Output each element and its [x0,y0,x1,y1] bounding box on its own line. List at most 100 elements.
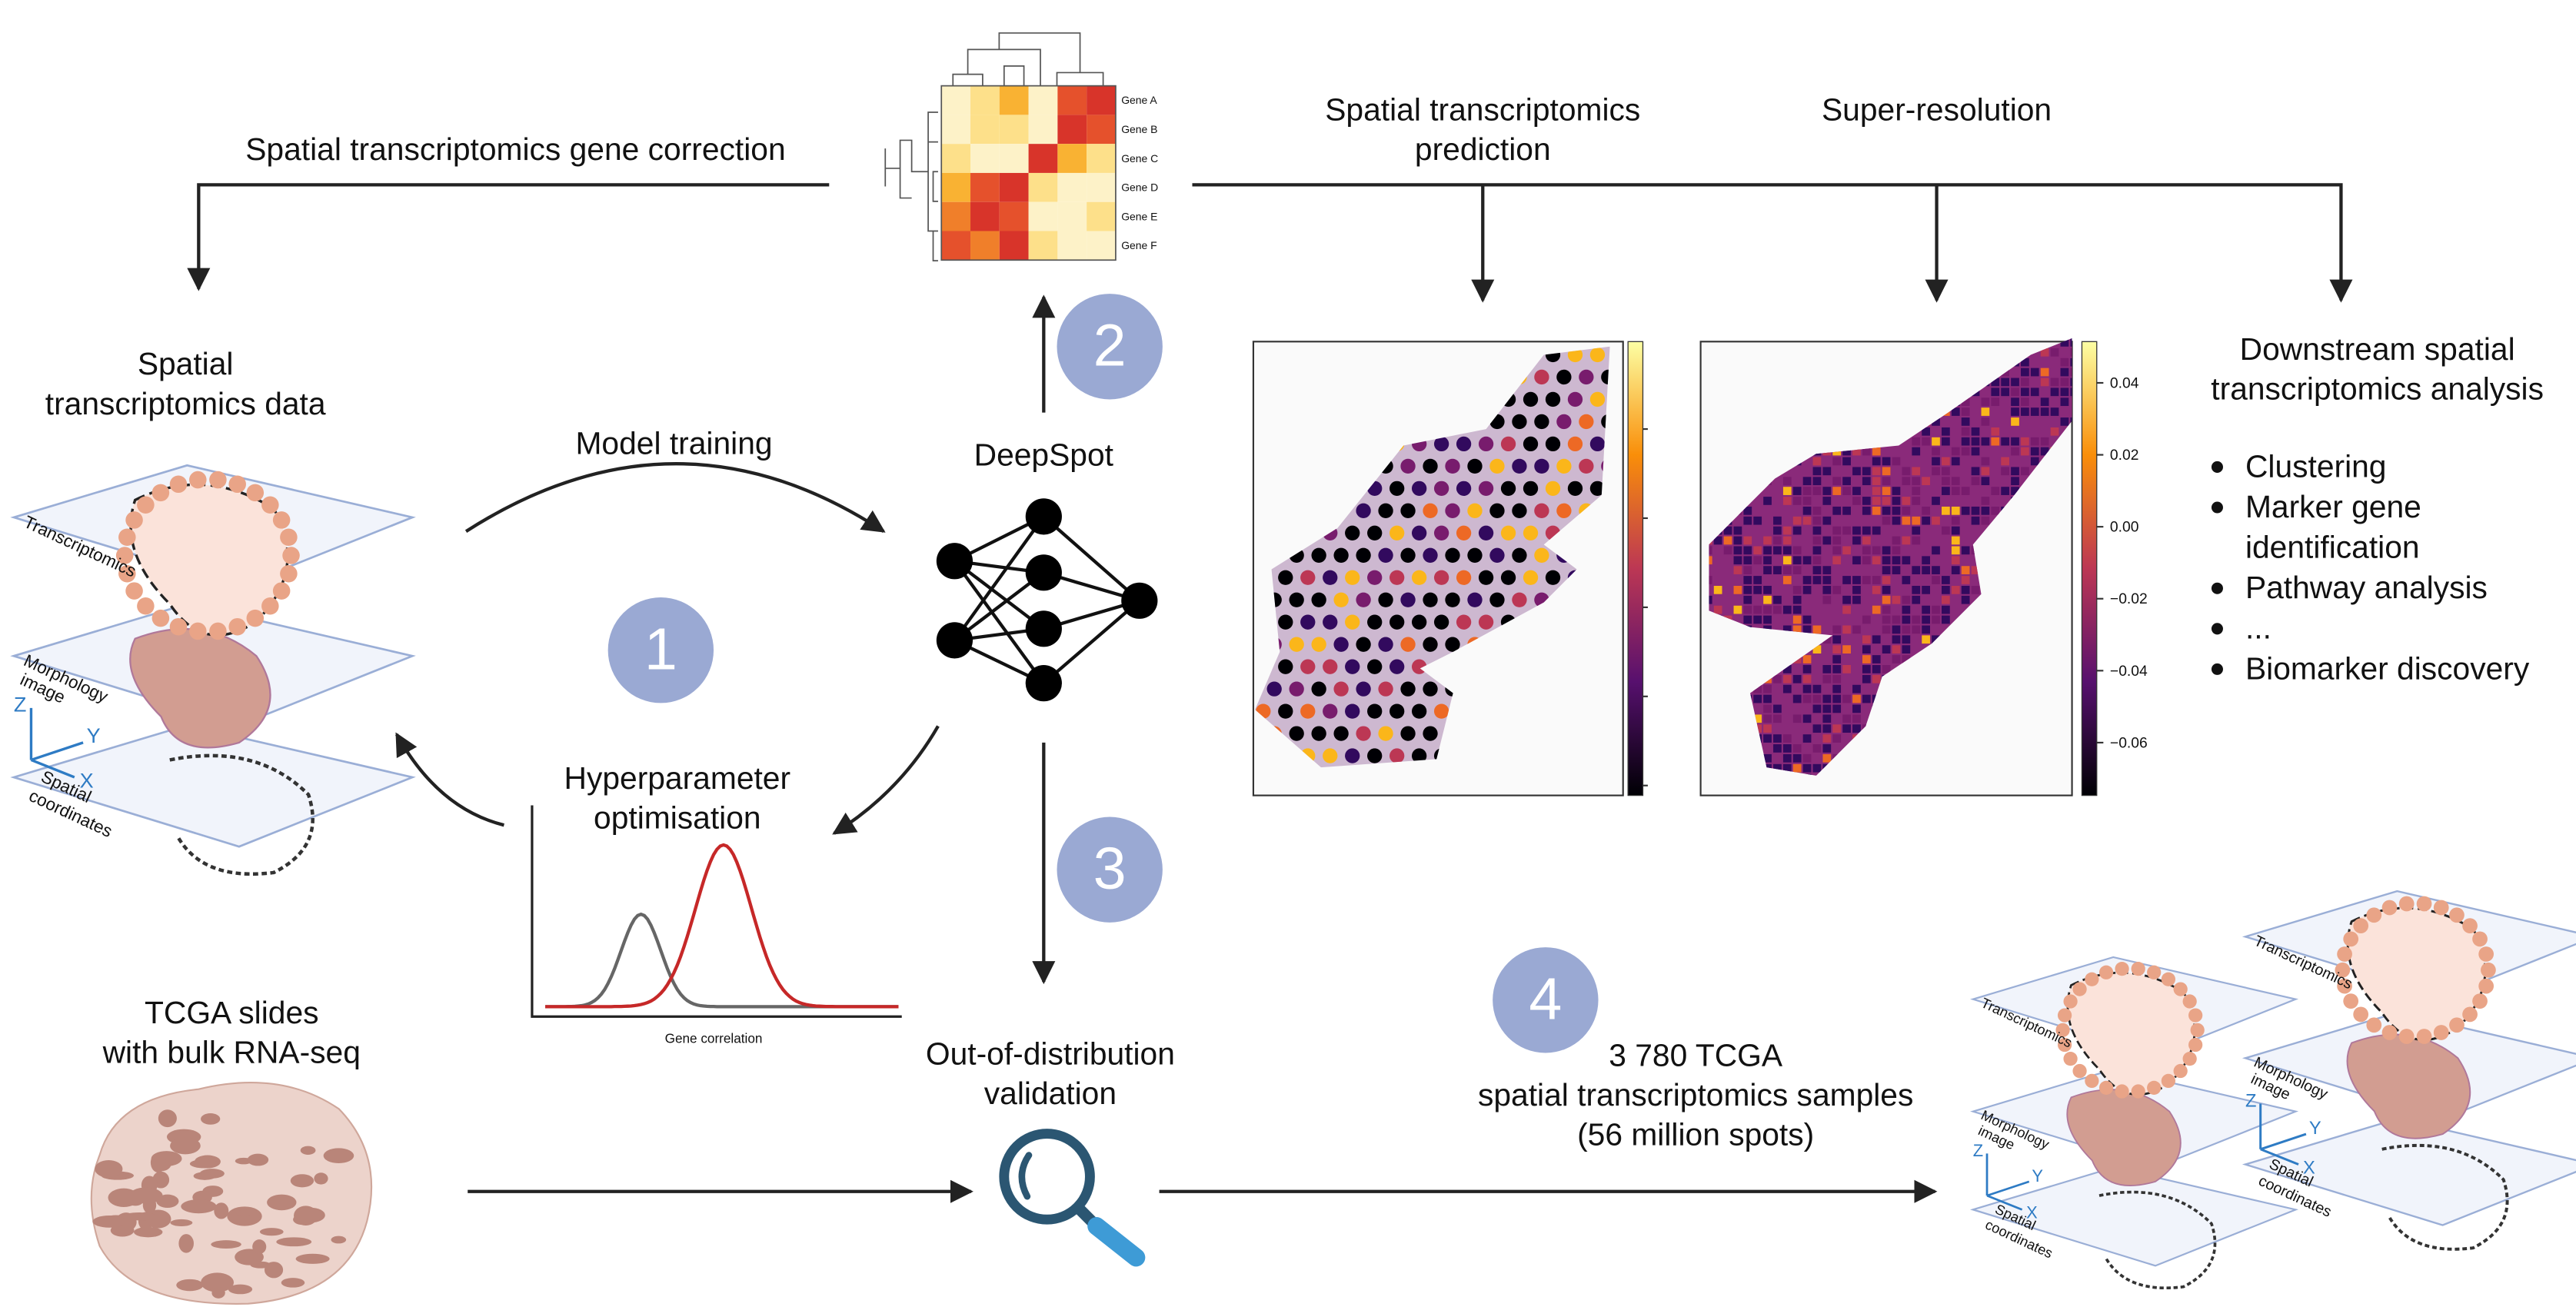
heatmap-cell [970,172,1000,202]
pixel [2011,447,2019,456]
spot [1345,659,1360,674]
arrow [1192,183,2353,303]
spot [1356,637,1371,652]
spot [2337,946,2352,962]
pixel [2060,338,2069,347]
heatmap-border [940,85,1117,261]
spot [1489,458,1505,474]
pixel [1753,546,1762,555]
heatmap-cell [1057,231,1087,261]
pixel [1763,724,1772,733]
spot [1390,525,1405,540]
tick-label: −0.06 [2110,735,2148,751]
pixel [2030,447,2039,456]
pixel [1763,556,1772,565]
spot [1323,659,1338,674]
pixel [1912,467,1921,476]
st-data-label: Spatial [138,346,234,381]
pixel [1763,536,1772,545]
spot [2063,994,2078,1009]
tissue-blob [314,1172,328,1185]
pixel [1862,546,1871,555]
pixel [1773,674,1782,683]
gene-correction-label: Spatial transcriptomics gene correction [245,131,785,167]
spot [1289,592,1304,607]
spot [1579,458,1594,474]
pixel [1872,526,1881,535]
pixel [2001,467,2010,476]
pixel [1743,516,1752,525]
pixel [1852,595,1861,604]
spot [169,617,188,636]
spot [2115,962,2129,976]
pixel [1782,546,1792,555]
pixel [2060,397,2069,407]
tissue-blob [331,1235,347,1244]
heatmap-cell [1057,201,1087,231]
pixel [1862,506,1871,515]
edge [953,515,1046,642]
pixel [1862,536,1871,545]
pixel [1763,714,1772,723]
pixel [1912,566,1921,574]
pixel [1802,497,1812,505]
pixel [2060,358,2069,367]
pixel [1832,625,1842,634]
spot [2173,982,2188,996]
spot [1456,525,1472,540]
spot [1523,525,1539,540]
pixel [1842,546,1851,555]
pixel [1743,556,1752,565]
pixel [1713,605,1722,614]
pixel [1892,615,1901,624]
pixel [1763,595,1772,604]
pixel [1832,526,1842,535]
pixel [1922,585,1930,594]
pixel [1892,556,1901,565]
pixel [1792,487,1802,495]
pixel [1812,457,1822,466]
spot [118,564,136,583]
pixel [1782,744,1792,753]
pixel [1802,625,1812,634]
pixel [1961,576,1970,584]
spot [1390,703,1405,719]
heatmap-cell [1028,144,1058,173]
pixel [2050,427,2059,436]
spot [125,582,143,600]
spot [1500,525,1516,540]
pixel [1773,704,1782,713]
pixel [1782,536,1792,545]
spot [1367,748,1383,763]
pixel [2030,437,2039,446]
pixel [1932,457,1940,466]
spot [1589,436,1606,452]
spot [2343,993,2359,1009]
pixel [1971,516,1980,525]
pixel [1862,477,1871,486]
pixel [1951,536,1960,545]
pixel [1753,585,1762,594]
pixel [1981,457,1990,466]
neuron [936,622,973,659]
pixel [1763,566,1772,574]
tissue-blob [290,1174,315,1188]
tissue-blob [170,1219,193,1226]
pixel [1981,477,1990,486]
tissue-blob [92,1216,127,1228]
pixel [1971,427,1980,436]
pixel [1842,506,1851,515]
ood-label: Out-of-distribution [926,1036,1175,1071]
spot [1589,391,1606,407]
spot [2353,918,2369,934]
pixel [1912,516,1921,525]
neuron [1121,582,1158,619]
pixel [1832,665,1842,673]
pixel [1892,497,1901,505]
pixel [1723,536,1732,545]
pixel [1822,536,1832,545]
pixel [1902,615,1911,624]
pixel [2011,467,2019,476]
pixel [1912,625,1921,634]
